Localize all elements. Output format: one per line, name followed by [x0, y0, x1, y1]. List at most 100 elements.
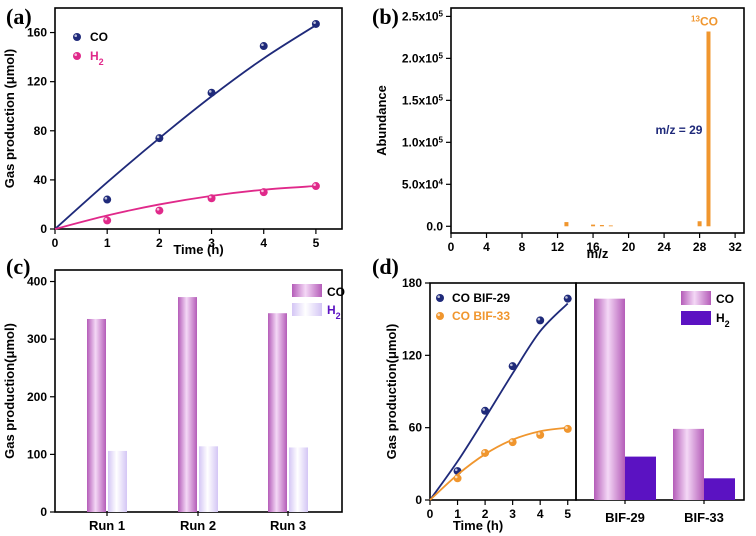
panel-a-point	[311, 19, 320, 28]
panel-b-label: (b)	[372, 4, 399, 29]
panel-a-point-highlight	[208, 90, 212, 93]
panel-c-legend-h2-swatch	[292, 303, 322, 316]
panel-a-legend-co-marker	[73, 33, 81, 41]
panel-d-point	[453, 474, 462, 483]
panel-d-category-label: BIF-33	[684, 510, 724, 525]
panel-d-label: (d)	[372, 254, 399, 279]
panel-c-bar-co	[268, 313, 287, 512]
panel-a-point	[311, 182, 320, 191]
panel-a-x-tick-label: 0	[52, 236, 59, 250]
panel-c-y-tick-label: 300	[27, 332, 47, 346]
panel-d-x-tick-label: 1	[454, 507, 461, 521]
panel-b-y-tick-label: 5.0x104	[402, 177, 444, 192]
panel-b-x-tick-label: 12	[551, 240, 565, 254]
panel-d-legend-h2: H2	[716, 311, 730, 329]
panel-a-point	[259, 42, 268, 51]
panel-a-legend-co: CO	[90, 30, 108, 44]
panel-d-point-highlight	[537, 317, 541, 321]
panel-c-y-tick-label: 200	[27, 390, 47, 404]
panel-a-y-tick-label: 0	[40, 222, 47, 236]
panel-d-legend-bif33: CO BIF-33	[452, 309, 510, 323]
panel-a-point	[155, 206, 164, 215]
panel-a-x-tick-label: 4	[260, 236, 267, 250]
panel-d-legend-bif29-marker-highlight	[437, 295, 441, 299]
panel-d-point	[563, 294, 572, 303]
panel-b-bar	[564, 222, 569, 227]
panel-c-bar-h2	[289, 447, 308, 512]
panel-b-x-tick-label: 20	[622, 240, 636, 254]
panel-d-y-tick-label: 180	[402, 276, 422, 290]
panel-d-fit-line	[429, 302, 569, 501]
panel-d-point	[508, 362, 517, 371]
panel-d-point-highlight	[482, 408, 486, 411]
panel-b-x-tick-label: 4	[483, 240, 490, 254]
panel-a-x-tick-label: 5	[313, 236, 320, 250]
panel-a-y-tick-label: 40	[34, 173, 48, 187]
panel-d-xlabel: Time (h)	[453, 518, 503, 533]
panel-b-x-tick-label: 28	[693, 240, 707, 254]
panel-d-x-tick-label: 2	[482, 507, 489, 521]
panel-c-bar-co	[178, 297, 197, 512]
panel-b-ylabel: Abundance	[374, 85, 389, 156]
panel-d-point	[536, 316, 545, 325]
panel-a-point-highlight	[156, 207, 160, 211]
panel-b-bar	[697, 221, 702, 227]
panel-b-bar	[706, 31, 711, 227]
panel-c-category-label: Run 2	[180, 518, 216, 533]
panel-b-xlabel: m/z	[587, 246, 609, 261]
panel-c-label: (c)	[6, 254, 30, 279]
panel-a-point-highlight	[261, 189, 264, 193]
panel-b-y-tick-label: 1.0x105	[402, 135, 444, 150]
panel-d-x-tick-label: 0	[427, 507, 434, 521]
panel-d-y-tick-label: 0	[415, 493, 422, 507]
panel-b-note: m/z = 29	[655, 123, 702, 137]
panel-c-category-label: Run 1	[89, 518, 125, 533]
panel-d-point-highlight	[510, 439, 513, 443]
panel-a-y-tick-label: 120	[27, 75, 47, 89]
panel-a-legend-h2-marker	[73, 52, 81, 60]
panel-b-peak-annotation: 13CO	[691, 14, 718, 29]
panel-a-legend-co-marker-highlight	[74, 34, 77, 37]
panel-a-xlabel: Time (h)	[173, 242, 223, 257]
panel-a-point-highlight	[313, 183, 316, 187]
panel-a-y-tick-label: 160	[27, 26, 47, 40]
panel-c-y-tick-label: 400	[27, 275, 47, 289]
panel-d-ylabel: Gas production(μmol)	[384, 324, 399, 460]
panel-a-ylabel: Gas production (μmol)	[2, 49, 17, 188]
panel-b-x-tick-label: 0	[448, 240, 455, 254]
panel-d-fit-line	[429, 426, 568, 501]
panel-d-legend-co: CO	[716, 292, 734, 306]
panel-a-x-tick-label: 1	[104, 236, 111, 250]
panel-a-label: (a)	[6, 4, 32, 29]
panel-a-point-highlight	[261, 43, 264, 47]
panel-a-point	[103, 216, 112, 225]
panel-d-legend-bif33-marker	[436, 312, 444, 320]
panel-d-point	[481, 448, 490, 457]
panel-d-bar-h2	[704, 478, 735, 500]
panel-a-x-tick-label: 2	[156, 236, 163, 250]
panel-a-point-highlight	[156, 135, 160, 139]
panel-d-legend-bif29-marker	[436, 294, 444, 302]
panel-a-point-highlight	[208, 195, 212, 199]
panel-d-x-tick-label: 3	[509, 507, 516, 521]
panel-a-point-highlight	[313, 21, 316, 24]
panel-c-bar-h2	[108, 450, 127, 512]
panel-b-bar	[591, 224, 596, 227]
panel-a-point	[155, 134, 164, 143]
panel-b-y-tick-label: 0.0	[426, 219, 443, 233]
panel-a-y-tick-label: 80	[34, 124, 48, 138]
panel-a-point-highlight	[104, 217, 108, 221]
panel-a-x-tick-label: 3	[208, 236, 215, 250]
panel-a-point	[207, 88, 216, 97]
panel-d-point-highlight	[454, 475, 458, 479]
panel-d-point-highlight	[510, 363, 513, 367]
panel-b-frame	[450, 7, 745, 234]
panel-c-legend-co: CO	[327, 285, 345, 299]
panel-d-bar-co	[673, 428, 704, 500]
panel-a-point	[103, 195, 112, 204]
panel-d-point-highlight	[454, 468, 458, 472]
panel-c-legend-co-swatch	[292, 284, 322, 297]
panel-d-point-highlight	[482, 450, 486, 453]
panel-a-fit-line	[54, 185, 316, 230]
panel-d-point-highlight	[565, 426, 568, 429]
